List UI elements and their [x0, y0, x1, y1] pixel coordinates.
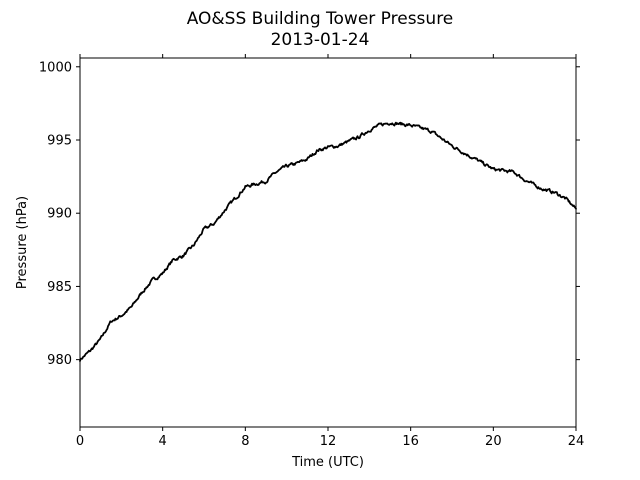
x-tick-label: 0 [76, 434, 84, 449]
y-tick-label: 985 [47, 280, 72, 295]
y-tick-label: 995 [47, 134, 72, 149]
y-tick-label: 990 [47, 207, 72, 222]
x-tick-label: 16 [402, 434, 419, 449]
x-tick-label: 4 [159, 434, 167, 449]
y-tick-label: 1000 [39, 60, 72, 75]
plot-area-frame [79, 57, 577, 428]
x-tick-label: 12 [320, 434, 337, 449]
axis-ticks: 0 4 8 12 16 20 24 980 985 990 995 1000 [39, 54, 584, 449]
y-axis-label: Pressure (hPa) [15, 196, 30, 289]
y-tick-label: 980 [47, 353, 72, 368]
chart-title: AO&SS Building Tower Pressure [187, 9, 454, 29]
x-axis-label: Time (UTC) [291, 455, 364, 470]
x-tick-label: 24 [568, 434, 585, 449]
x-tick-label: 8 [241, 434, 249, 449]
chart-subtitle: 2013-01-24 [271, 30, 370, 50]
pressure-series-line [79, 121, 577, 362]
x-tick-label: 20 [485, 434, 502, 449]
